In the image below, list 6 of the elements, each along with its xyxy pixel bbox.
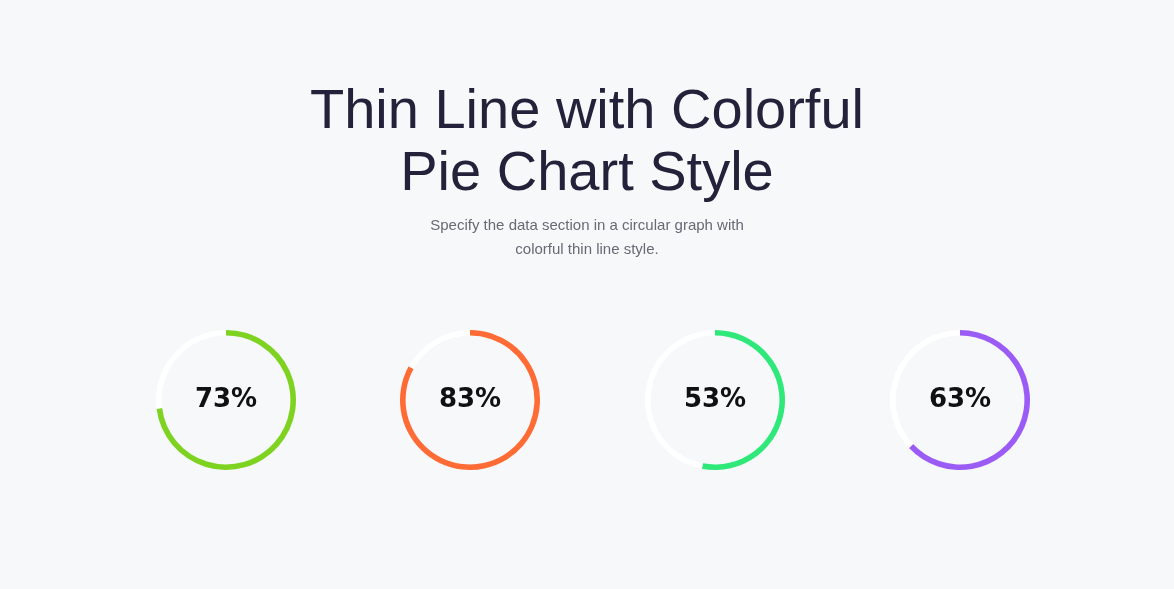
text: Thin Line with Colorful Pie Chart Style [308,77,865,202]
data-label: 63% [928,382,992,413]
text: Specify the data section in a circular graph with colorful thin line style. [429,215,745,259]
data-label: 73% [194,382,258,413]
data-label: 83% [438,382,502,413]
data-label: 53% [683,382,747,413]
